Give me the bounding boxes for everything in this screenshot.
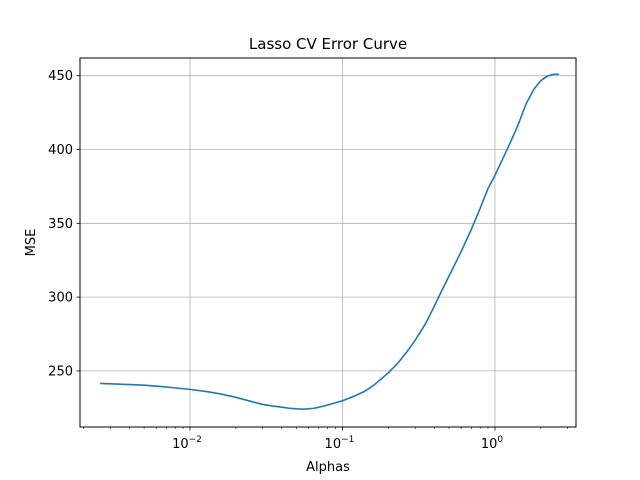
y-tick-label: 350	[48, 217, 73, 232]
x-tick-label: 100	[481, 435, 504, 452]
y-tick-label: 300	[48, 291, 73, 306]
y-tick-label: 450	[48, 69, 73, 84]
x-tick-exponent: 0	[497, 435, 503, 445]
chart-title: Lasso CV Error Curve	[249, 35, 407, 53]
plot-area-frame	[79, 57, 577, 428]
y-tick-label: 400	[48, 143, 73, 158]
x-tick-base: 10	[172, 437, 189, 452]
y-tick-label: 250	[48, 364, 73, 379]
x-tick-base: 10	[325, 437, 342, 452]
x-axis-title: Alphas	[306, 460, 350, 475]
mse-curve-line	[99, 73, 560, 410]
y-axis-title: MSE	[24, 229, 39, 257]
x-tick-label: 10−2	[172, 435, 202, 452]
x-tick-exponent: −2	[189, 435, 202, 445]
grid-lines	[80, 58, 576, 427]
x-tick-exponent: −1	[341, 435, 354, 445]
x-tick-label: 10−1	[325, 435, 355, 452]
x-tick-base: 10	[481, 437, 498, 452]
plot-series	[99, 73, 560, 410]
